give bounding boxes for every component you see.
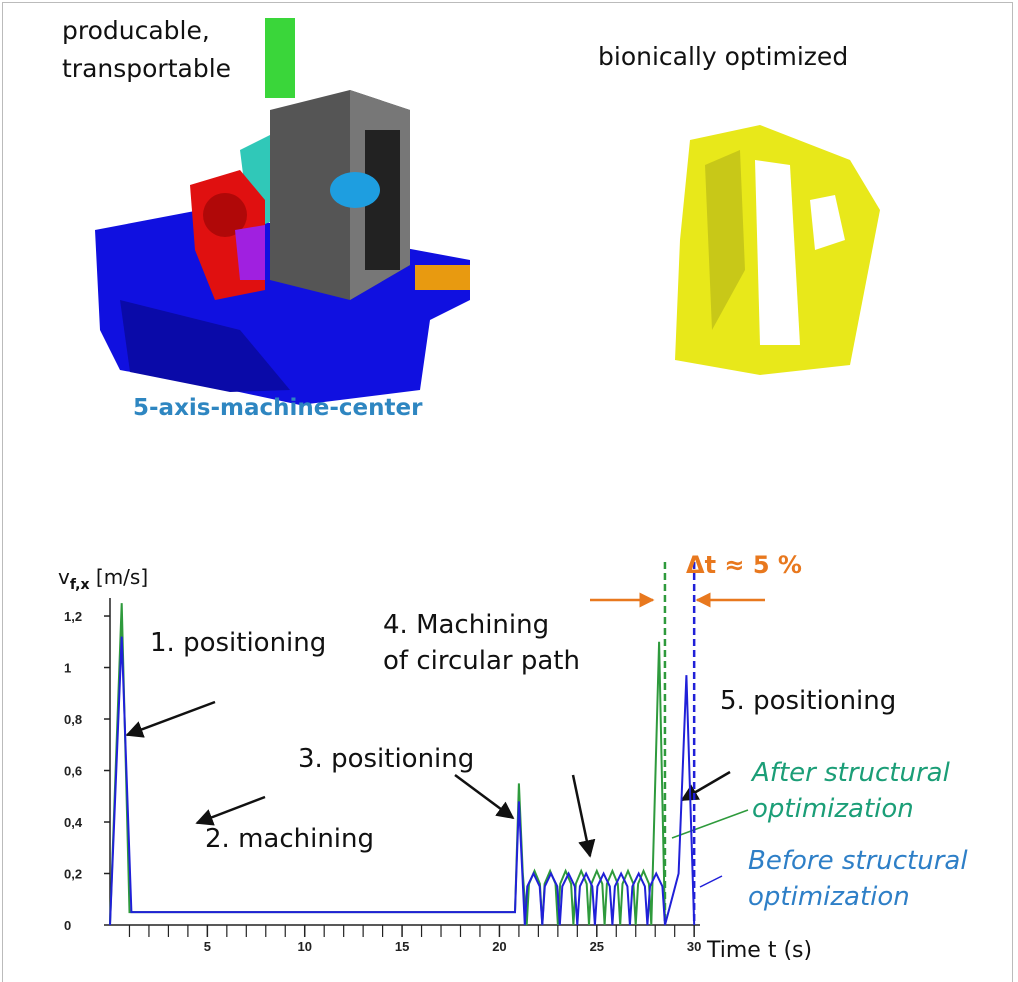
y-tick-label: 0,6: [64, 764, 82, 779]
delta-label: Δt ≈ 5 %: [686, 546, 802, 584]
y-axis-label: vf,x [m/s]: [58, 558, 148, 604]
annotation: 1. positioning: [150, 624, 326, 662]
x-axis-label: Time t (s): [707, 932, 812, 970]
legend-entry: After structural optimization: [752, 755, 1002, 827]
y-label-subscript: f,x: [70, 577, 90, 593]
page: 0 0,2 0,4 0,6 0,8 1 1,2 5 10 15 20 25 30 producable,…: [0, 0, 1018, 982]
x-tick-label: 20: [492, 939, 506, 954]
annotation: 4. Machining: [383, 606, 549, 644]
x-tick-label: 5: [204, 939, 211, 954]
y-tick-label: 0,4: [64, 815, 83, 830]
legend-leader: [700, 876, 722, 887]
annotation: 3. positioning: [298, 740, 474, 778]
y-tick-label: 0: [64, 918, 71, 933]
frame: [3, 3, 1013, 982]
annotation: 2. machining: [205, 820, 374, 858]
bionic-illustration: [675, 125, 880, 375]
y-label-unit: [m/s]: [96, 565, 148, 589]
left-label: producable, transportable: [62, 12, 252, 88]
x-tick-label: 15: [395, 939, 409, 954]
y-tick-label: 1: [64, 661, 71, 676]
legend-leader: [672, 810, 748, 838]
y-tick-label: 0,2: [64, 867, 82, 882]
legend-entry: Before structural optimization: [748, 843, 998, 915]
x-tick-label: 25: [590, 939, 604, 954]
x-tick-label: 10: [297, 939, 311, 954]
chart: 0 0,2 0,4 0,6 0,8 1 1,2 5 10 15 20 25 30: [0, 0, 1018, 982]
y-tick-label: 0,8: [64, 712, 82, 727]
annotation: of circular path: [383, 642, 580, 680]
annotation: 5. positioning: [720, 682, 896, 720]
caption: 5-axis-machine-center: [133, 389, 422, 427]
right-label: bionically optimized: [598, 38, 848, 76]
x-tick-label: 30: [687, 939, 701, 954]
y-label-symbol: v: [58, 565, 70, 589]
y-tick-label: 1,2: [64, 609, 82, 624]
